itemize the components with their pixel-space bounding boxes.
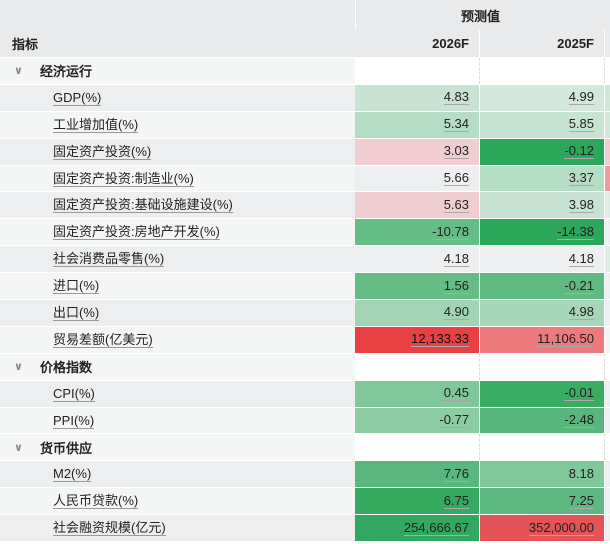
- partial-column-cell: [605, 407, 610, 434]
- table-row: 社会消费品零售(%) 4.18 4.18: [0, 246, 610, 274]
- indicator-label[interactable]: M2(%): [53, 466, 92, 483]
- indicator-label[interactable]: 固定资产投资:房地产开发(%): [53, 224, 220, 241]
- partial-column-cell: [605, 192, 610, 219]
- group-label: 货币供应: [40, 440, 93, 456]
- value-cell[interactable]: -0.77: [355, 407, 480, 434]
- partial-column-cell: [605, 111, 610, 138]
- table-row: PPI(%) -0.77 -2.48: [0, 407, 610, 435]
- value-cell[interactable]: -0.01: [480, 380, 605, 407]
- table-row: GDP(%) 4.83 4.99: [0, 84, 610, 112]
- value-cell[interactable]: 254,666.67: [355, 515, 480, 542]
- table-row: 进口(%) 1.56 -0.21: [0, 273, 610, 301]
- table-row: 固定资产投资:基础设施建设(%) 5.63 3.98: [0, 192, 610, 220]
- value-cell[interactable]: 4.18: [480, 246, 605, 273]
- indicator-label[interactable]: PPI(%): [53, 412, 95, 429]
- header-row-group: 预测值: [0, 0, 610, 30]
- partial-column-cell: [605, 219, 610, 246]
- partial-column-cell: [605, 380, 610, 407]
- indicator-label[interactable]: 固定资产投资:基础设施建设(%): [53, 197, 233, 214]
- value-cell[interactable]: -14.38: [480, 219, 605, 246]
- value-cell[interactable]: 6.75: [355, 488, 480, 515]
- table-row: 工业增加值(%) 5.34 5.85: [0, 111, 610, 139]
- table-row: 固定资产投资:房地产开发(%) -10.78 -14.38: [0, 219, 610, 247]
- value-cell[interactable]: 7.25: [480, 488, 605, 515]
- table-row: 固定资产投资(%) 3.03 -0.12: [0, 138, 610, 166]
- value-cell[interactable]: 5.66: [355, 165, 480, 192]
- table-row: CPI(%) 0.45 -0.01: [0, 380, 610, 408]
- column-header-2026f[interactable]: 2026F: [355, 30, 480, 57]
- value-cell[interactable]: 4.83: [355, 84, 480, 111]
- table-row: 出口(%) 4.90 4.98: [0, 300, 610, 327]
- group-label: 价格指数: [40, 360, 93, 376]
- partial-column-cell: [605, 246, 610, 273]
- partial-column-cell: [605, 461, 610, 488]
- partial-column-cell: [605, 273, 610, 300]
- indicator-label[interactable]: 社会消费品零售(%): [53, 251, 165, 268]
- indicator-label[interactable]: 进口(%): [53, 278, 100, 295]
- indicator-label[interactable]: 工业增加值(%): [53, 116, 139, 133]
- value-cell[interactable]: 3.03: [355, 138, 480, 165]
- indicator-label[interactable]: 人民币贷款(%): [53, 493, 139, 510]
- value-cell[interactable]: 12,133.33: [355, 326, 480, 353]
- indicator-label[interactable]: 贸易差额(亿美元): [53, 331, 153, 348]
- partial-column-cell: [605, 488, 610, 515]
- indicator-label[interactable]: CPI(%): [53, 385, 95, 402]
- group-label: 经济运行: [40, 64, 93, 80]
- table-row: M2(%) 7.76 8.18: [0, 461, 610, 489]
- partial-column-cell: [605, 138, 610, 165]
- value-cell[interactable]: 3.98: [480, 192, 605, 219]
- value-cell[interactable]: 0.45: [355, 380, 480, 407]
- table-row: 社会融资规模(亿元) 254,666.67 352,000.00: [0, 515, 610, 543]
- indicator-label[interactable]: 固定资产投资:制造业(%): [53, 170, 194, 187]
- table-row: 人民币贷款(%) 6.75 7.25: [0, 488, 610, 516]
- partial-column-cell: [605, 326, 610, 353]
- value-cell[interactable]: 5.63: [355, 192, 480, 219]
- column-header-2025f[interactable]: 2025F: [480, 30, 605, 57]
- partial-column-cell: [605, 165, 610, 192]
- value-cell[interactable]: 11,106.50: [480, 326, 605, 353]
- value-cell[interactable]: 4.99: [480, 84, 605, 111]
- indicator-label[interactable]: 社会融资规模(亿元): [53, 520, 166, 537]
- value-cell[interactable]: 7.76: [355, 461, 480, 488]
- table-row: 固定资产投资:制造业(%) 5.66 3.37: [0, 165, 610, 193]
- value-cell[interactable]: 5.85: [480, 111, 605, 138]
- indicator-column-header[interactable]: 指标: [12, 37, 39, 52]
- value-cell[interactable]: -2.48: [480, 407, 605, 434]
- indicator-label[interactable]: GDP(%): [53, 89, 102, 106]
- value-cell[interactable]: 3.37: [480, 165, 605, 192]
- value-cell[interactable]: 5.34: [355, 111, 480, 138]
- chevron-down-icon[interactable]: ∨: [14, 361, 23, 374]
- value-cell[interactable]: -10.78: [355, 219, 480, 246]
- partial-column-cell: [605, 300, 610, 326]
- value-cell[interactable]: -0.12: [480, 138, 605, 165]
- group-row[interactable]: ∨ 经济运行: [0, 58, 610, 85]
- value-cell[interactable]: 8.18: [480, 461, 605, 488]
- header-row-columns: 指标 2026F 2025F: [0, 30, 610, 58]
- chevron-down-icon[interactable]: ∨: [14, 441, 23, 454]
- indicator-label[interactable]: 出口(%): [53, 304, 100, 321]
- partial-column-cell: [605, 515, 610, 542]
- chevron-down-icon[interactable]: ∨: [14, 65, 23, 78]
- value-cell[interactable]: 1.56: [355, 273, 480, 300]
- value-cell[interactable]: 4.90: [355, 300, 480, 326]
- value-cell[interactable]: 4.18: [355, 246, 480, 273]
- group-row[interactable]: ∨ 价格指数: [0, 353, 610, 381]
- indicator-label[interactable]: 固定资产投资(%): [53, 143, 152, 160]
- table-row: 贸易差额(亿美元) 12,133.33 11,106.50: [0, 326, 610, 354]
- value-cell[interactable]: 4.98: [480, 300, 605, 326]
- partial-column-cell: [605, 84, 610, 111]
- value-cell[interactable]: 352,000.00: [480, 515, 605, 542]
- forecast-group-header: 预测值: [355, 0, 605, 30]
- group-row[interactable]: ∨ 货币供应: [0, 434, 610, 462]
- value-cell[interactable]: -0.21: [480, 273, 605, 300]
